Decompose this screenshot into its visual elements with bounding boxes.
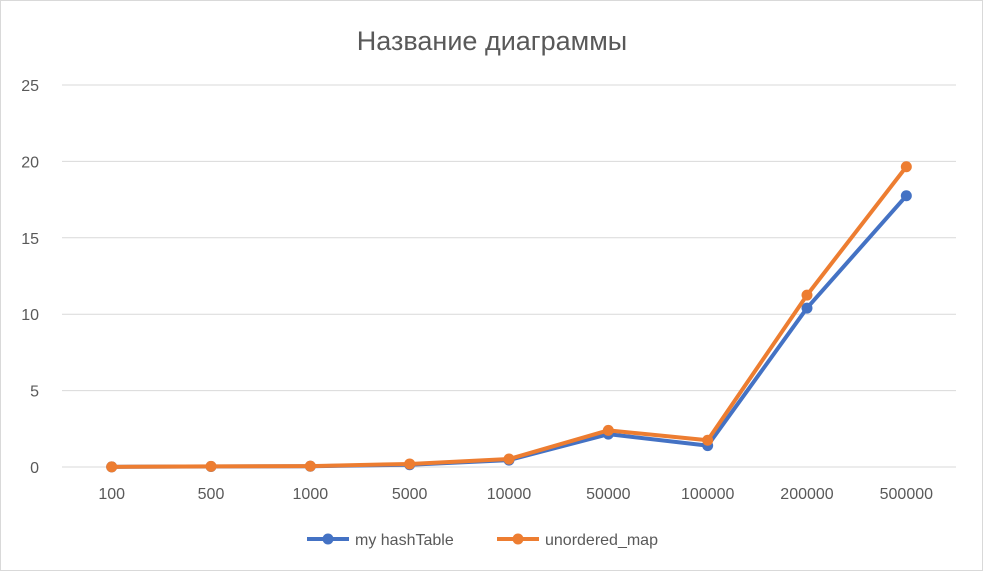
y-tick-label: 25 <box>21 78 39 95</box>
y-axis-ticks: 0 5 10 15 20 25 <box>21 78 39 477</box>
y-tick-label: 20 <box>21 154 39 171</box>
legend-swatch-marker <box>322 533 334 545</box>
x-tick-label: 500000 <box>880 486 933 503</box>
y-tick-label: 5 <box>30 384 39 401</box>
legend-item: my hashTable <box>307 532 454 549</box>
series-lines <box>106 161 912 473</box>
data-point <box>404 458 416 470</box>
data-point <box>205 460 217 472</box>
legend-label: unordered_map <box>545 532 658 549</box>
data-point <box>900 190 912 202</box>
legend-swatch-marker <box>512 533 524 545</box>
y-tick-label: 10 <box>21 307 39 324</box>
legend-label: my hashTable <box>355 532 454 549</box>
series-1 <box>106 161 912 473</box>
data-point <box>801 302 813 314</box>
x-tick-label: 500 <box>198 486 225 503</box>
series-line <box>109 164 909 469</box>
chart-title: Название диаграммы <box>357 26 627 56</box>
series-line <box>109 193 909 469</box>
x-tick-label: 100000 <box>681 486 734 503</box>
gridlines <box>62 84 956 468</box>
x-axis-ticks: 100 500 1000 5000 10000 50000 100000 200000 5000… <box>98 486 933 503</box>
x-tick-label: 5000 <box>392 486 428 503</box>
series-0 <box>106 190 912 473</box>
data-point <box>602 424 614 436</box>
data-point <box>106 461 118 473</box>
data-point <box>702 434 714 446</box>
y-tick-label: 15 <box>21 231 39 248</box>
legend: my hashTable unordered_map <box>307 532 658 549</box>
x-tick-label: 200000 <box>780 486 833 503</box>
x-tick-label: 1000 <box>293 486 329 503</box>
x-tick-label: 100 <box>98 486 125 503</box>
legend-item: unordered_map <box>497 532 658 549</box>
data-point <box>503 453 515 465</box>
x-tick-label: 10000 <box>487 486 532 503</box>
data-point <box>304 460 316 472</box>
x-tick-label: 50000 <box>586 486 631 503</box>
data-point <box>801 289 813 301</box>
data-point <box>900 161 912 173</box>
y-tick-label: 0 <box>30 460 39 477</box>
